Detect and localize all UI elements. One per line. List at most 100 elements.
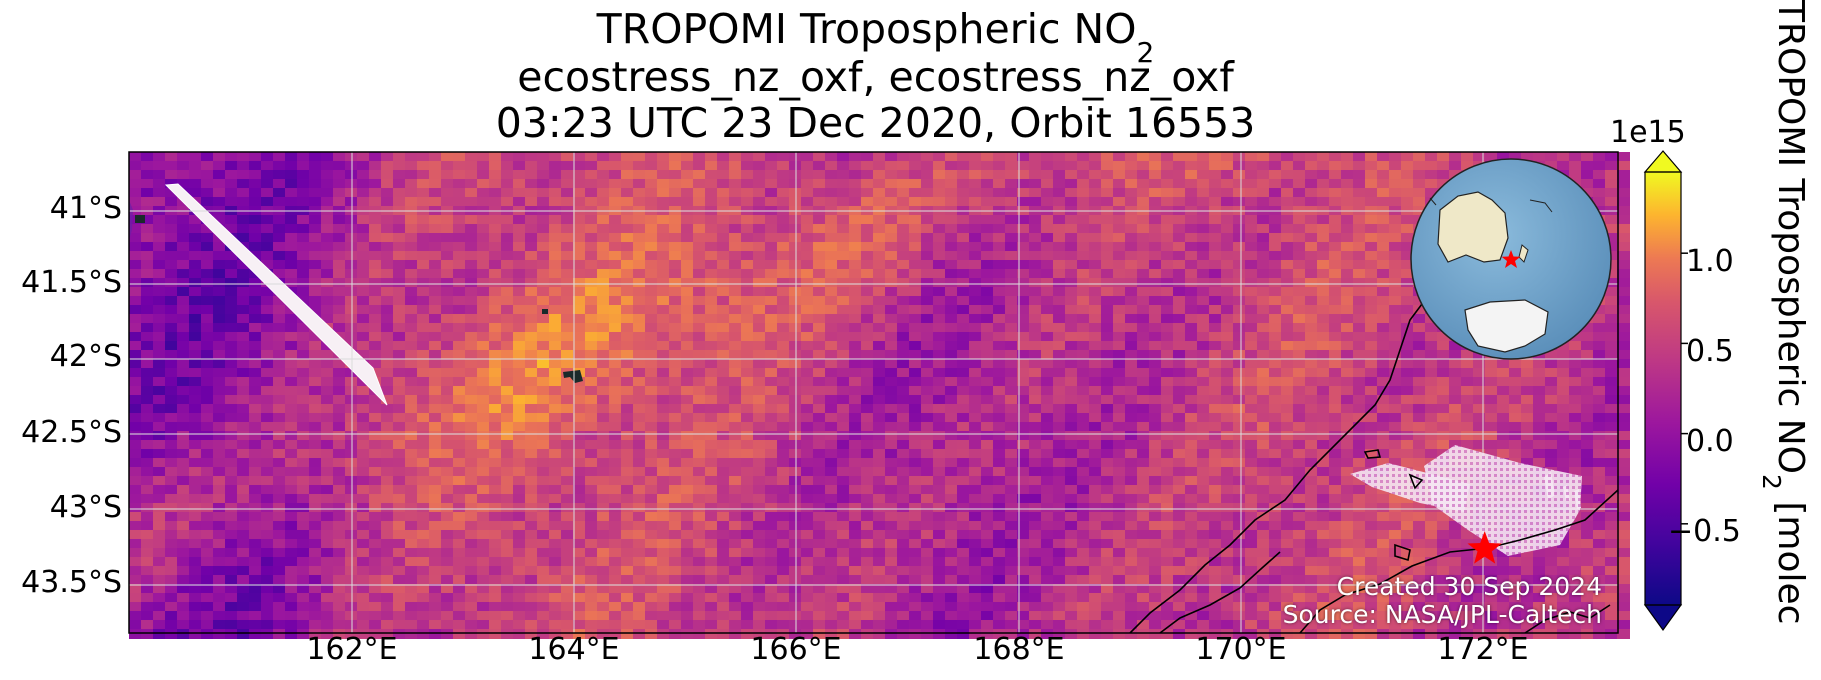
no2-pixel	[1437, 404, 1450, 414]
no2-pixel	[1281, 269, 1294, 279]
no2-pixel	[393, 341, 406, 351]
no2-pixel	[237, 260, 250, 270]
no2-pixel	[753, 269, 766, 279]
no2-pixel	[477, 494, 490, 504]
no2-pixel	[693, 377, 706, 387]
no2-pixel	[1413, 323, 1426, 333]
no2-pixel	[969, 413, 982, 423]
no2-pixel	[1281, 197, 1294, 207]
no2-pixel	[1293, 188, 1306, 198]
no2-pixel	[1365, 233, 1378, 243]
no2-pixel	[1185, 476, 1198, 486]
no2-pixel	[801, 449, 814, 459]
no2-pixel	[1197, 431, 1210, 441]
no2-pixel	[777, 260, 790, 270]
no2-pixel	[1005, 278, 1018, 288]
no2-pixel	[1017, 440, 1030, 450]
no2-pixel	[681, 305, 694, 315]
no2-pixel	[1161, 386, 1174, 396]
no2-pixel	[1413, 188, 1426, 198]
no2-pixel	[237, 368, 250, 378]
no2-pixel	[1281, 242, 1294, 252]
no2-pixel	[1185, 350, 1198, 360]
no2-pixel	[1269, 467, 1282, 477]
no2-pixel	[357, 197, 370, 207]
no2-pixel	[1125, 503, 1138, 513]
no2-pixel	[729, 386, 742, 396]
no2-pixel	[1317, 287, 1330, 297]
no2-pixel	[1137, 242, 1150, 252]
no2-pixel	[801, 278, 814, 288]
no2-pixel	[1149, 314, 1162, 324]
no2-pixel	[165, 251, 178, 261]
no2-pixel	[297, 224, 310, 234]
no2-pixel	[717, 296, 730, 306]
no2-pixel	[1533, 449, 1546, 459]
no2-pixel	[633, 332, 646, 342]
no2-pixel	[261, 305, 274, 315]
no2-pixel	[1077, 179, 1090, 189]
no2-pixel	[1077, 197, 1090, 207]
no2-pixel	[1065, 152, 1078, 162]
no2-pixel	[357, 323, 370, 333]
no2-pixel	[885, 341, 898, 351]
no2-pixel	[765, 422, 778, 432]
no2-pixel	[141, 503, 154, 513]
no2-pixel	[177, 314, 190, 324]
no2-pixel	[273, 485, 286, 495]
no2-pixel	[645, 287, 658, 297]
no2-pixel	[693, 359, 706, 369]
no2-pixel	[1161, 314, 1174, 324]
no2-pixel	[1209, 413, 1222, 423]
no2-pixel	[1605, 467, 1618, 477]
no2-pixel	[1173, 377, 1186, 387]
no2-pixel	[1005, 233, 1018, 243]
no2-pixel	[225, 260, 238, 270]
no2-pixel	[453, 152, 466, 162]
no2-pixel	[1017, 188, 1030, 198]
no2-pixel	[165, 242, 178, 252]
no2-pixel	[597, 431, 610, 441]
no2-pixel	[1605, 395, 1618, 405]
no2-pixel	[1185, 242, 1198, 252]
no2-pixel	[369, 278, 382, 288]
no2-pixel	[585, 350, 598, 360]
no2-pixel	[933, 296, 946, 306]
no2-pixel	[1389, 305, 1402, 315]
no2-pixel	[201, 260, 214, 270]
no2-pixel	[333, 413, 346, 423]
no2-pixel	[129, 386, 142, 396]
no2-pixel	[1269, 269, 1282, 279]
no2-pixel	[1425, 413, 1438, 423]
no2-pixel	[309, 242, 322, 252]
no2-pixel	[705, 350, 718, 360]
no2-pixel	[513, 305, 526, 315]
no2-pixel	[357, 314, 370, 324]
no2-pixel	[573, 431, 586, 441]
no2-pixel	[1233, 278, 1246, 288]
no2-pixel	[453, 278, 466, 288]
no2-pixel	[753, 458, 766, 468]
no2-pixel	[1353, 440, 1366, 450]
no2-pixel	[141, 197, 154, 207]
no2-pixel	[969, 161, 982, 171]
no2-pixel	[609, 296, 622, 306]
no2-pixel	[897, 278, 910, 288]
no2-pixel	[1041, 269, 1054, 279]
no2-pixel	[561, 422, 574, 432]
no2-pixel	[1185, 431, 1198, 441]
no2-pixel	[177, 422, 190, 432]
no2-pixel	[165, 179, 178, 189]
no2-pixel	[729, 224, 742, 234]
no2-pixel	[717, 476, 730, 486]
no2-pixel	[225, 332, 238, 342]
no2-pixel	[645, 269, 658, 279]
no2-pixel	[933, 323, 946, 333]
no2-pixel	[657, 314, 670, 324]
no2-pixel	[249, 215, 262, 225]
no2-pixel	[321, 260, 334, 270]
no2-pixel	[1377, 197, 1390, 207]
no2-pixel	[1257, 287, 1270, 297]
no2-pixel	[405, 503, 418, 513]
no2-pixel	[753, 368, 766, 378]
